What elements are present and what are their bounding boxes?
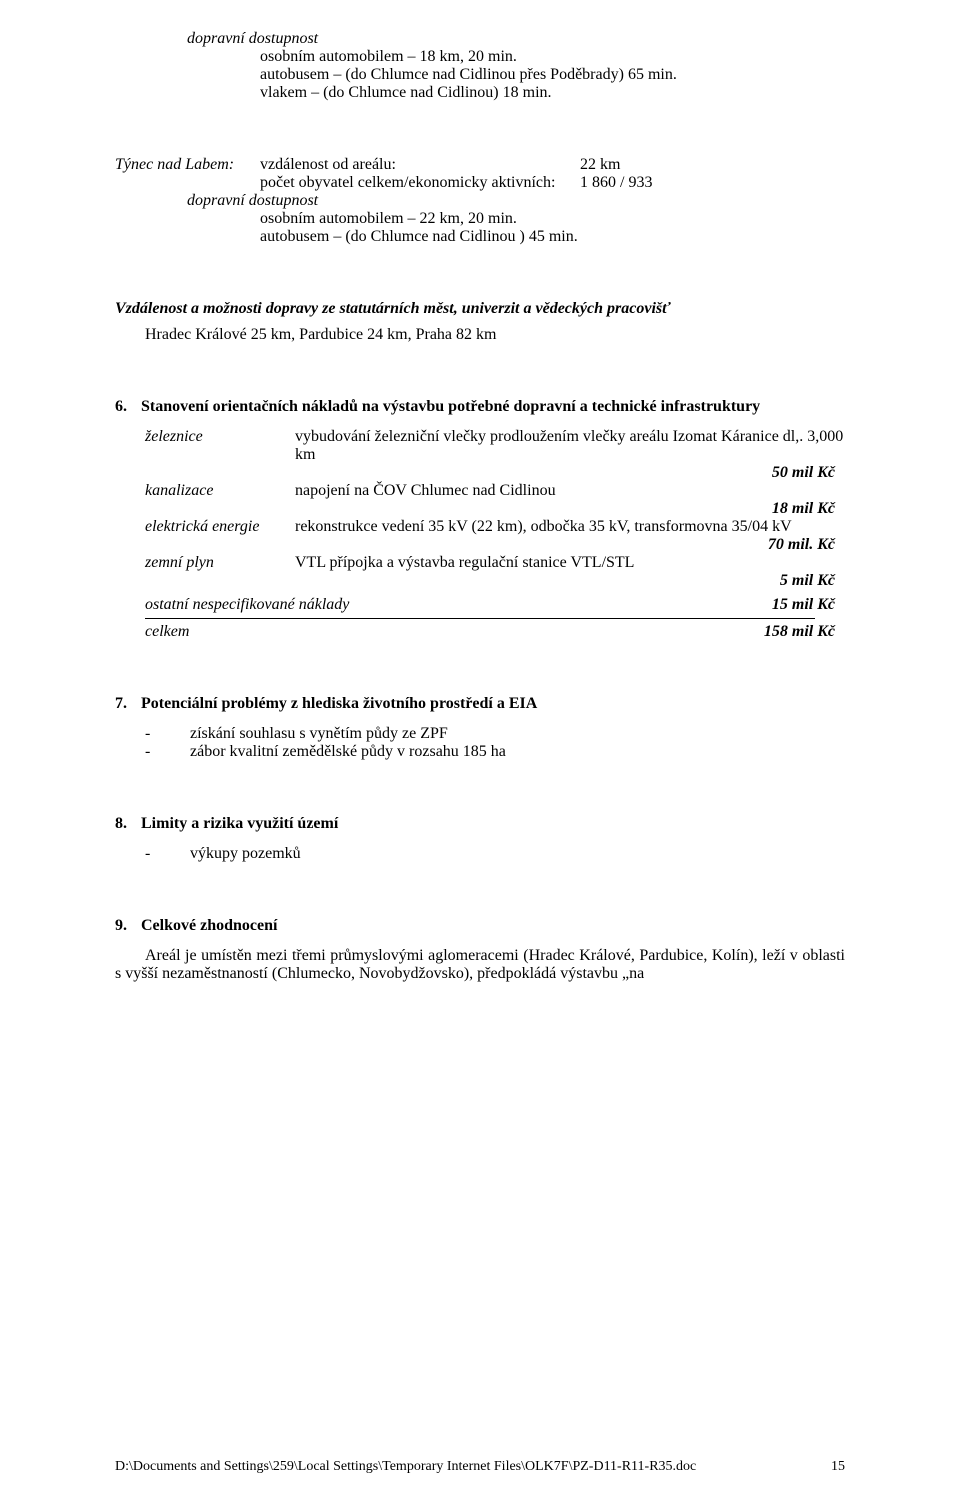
section-6: 6. Stanovení orientačních nákladů na výs… bbox=[115, 398, 845, 641]
top-line-2: autobusem – (do Chlumce nad Cidlinou pře… bbox=[115, 66, 845, 84]
cost-label-1: kanalizace bbox=[145, 482, 295, 518]
section-9: 9. Celkové zhodnocení Areál je umístěn m… bbox=[115, 917, 845, 983]
distances-block: Vzdálenost a možnosti dopravy ze statutá… bbox=[115, 300, 845, 344]
sec7-num: 7. bbox=[115, 695, 141, 713]
cost-item-elektrina: elektrická energie rekonstrukce vedení 3… bbox=[145, 518, 845, 554]
transport-label: dopravní dostupnost bbox=[115, 30, 845, 48]
cost-amount-2: 70 mil. Kč bbox=[295, 536, 845, 554]
sec7-b1-text: získání souhlasu s vynětím půdy ze ZPF bbox=[190, 725, 845, 743]
cost-amount-0: 50 mil Kč bbox=[295, 464, 845, 482]
cost-desc-1: napojení na ČOV Chlumec nad Cidlinou bbox=[295, 482, 845, 500]
cost-desc-0: vybudování železniční vlečky prodloužení… bbox=[295, 428, 845, 464]
top-line-1: osobním automobilem – 18 km, 20 min. bbox=[115, 48, 845, 66]
cost-amount-3: 5 mil Kč bbox=[295, 572, 845, 590]
sec8-title: Limity a rizika využití území bbox=[141, 815, 338, 833]
tynec-row1-value: 22 km bbox=[580, 156, 620, 174]
cost-amount-1: 18 mil Kč bbox=[295, 500, 845, 518]
footer-path: D:\Documents and Settings\259\Local Sett… bbox=[115, 1459, 696, 1475]
dash-icon: - bbox=[115, 725, 190, 743]
tynec-line-1: osobním automobilem – 22 km, 20 min. bbox=[115, 210, 845, 228]
cost-desc-3: VTL přípojka a výstavba regulační stanic… bbox=[295, 554, 845, 572]
distances-text: Hradec Králové 25 km, Pardubice 24 km, P… bbox=[115, 326, 845, 344]
sec8-num: 8. bbox=[115, 815, 141, 833]
sec7-b2-text: zábor kvalitní zemědělské půdy v rozsahu… bbox=[190, 743, 845, 761]
distances-heading: Vzdálenost a možnosti dopravy ze statutá… bbox=[115, 300, 845, 318]
tynec-row2-value: 1 860 / 933 bbox=[580, 174, 652, 192]
cost-item-plyn: zemní plyn VTL přípojka a výstavba regul… bbox=[145, 554, 845, 590]
tynec-row1-label: vzdálenost od areálu: bbox=[260, 156, 580, 174]
cost-label-3: zemní plyn bbox=[145, 554, 295, 590]
sec8-b1-text: výkupy pozemků bbox=[190, 845, 845, 863]
cost-total-label: celkem bbox=[145, 623, 764, 641]
tynec-sublabel: dopravní dostupnost bbox=[115, 192, 845, 210]
tynec-line-2: autobusem – (do Chlumce nad Cidlinou ) 4… bbox=[115, 228, 845, 246]
sec7-bullet-1: - získání souhlasu s vynětím půdy ze ZPF bbox=[115, 725, 845, 743]
cost-label-0: železnice bbox=[145, 428, 295, 482]
dash-icon: - bbox=[115, 743, 190, 761]
cost-item-zeleznice: železnice vybudování železniční vlečky p… bbox=[145, 428, 845, 482]
section-8: 8. Limity a rizika využití území - výkup… bbox=[115, 815, 845, 863]
sec7-title: Potenciální problémy z hlediska životníh… bbox=[141, 695, 537, 713]
cost-other-amount: 15 mil Kč bbox=[772, 596, 845, 614]
tynec-row2-label: počet obyvatel celkem/ekonomicky aktivní… bbox=[260, 174, 580, 192]
divider-line bbox=[145, 618, 815, 619]
cost-label-2: elektrická energie bbox=[145, 518, 295, 554]
sec6-num: 6. bbox=[115, 398, 141, 416]
top-transport-block: dopravní dostupnost osobním automobilem … bbox=[115, 30, 845, 102]
sec6-title: Stanovení orientačních nákladů na výstav… bbox=[141, 398, 760, 416]
cost-other-label: ostatní nespecifikované náklady bbox=[145, 596, 772, 614]
sec9-num: 9. bbox=[115, 917, 141, 935]
cost-item-kanalizace: kanalizace napojení na ČOV Chlumec nad C… bbox=[145, 482, 845, 518]
footer-page: 15 bbox=[831, 1459, 845, 1475]
section-7: 7. Potenciální problémy z hlediska život… bbox=[115, 695, 845, 761]
page-footer: D:\Documents and Settings\259\Local Sett… bbox=[115, 1459, 845, 1475]
tynec-block: Týnec nad Labem: vzdálenost od areálu: 2… bbox=[115, 156, 845, 246]
cost-total-amount: 158 mil Kč bbox=[764, 623, 845, 641]
dash-icon: - bbox=[115, 845, 190, 863]
cost-other-row: ostatní nespecifikované náklady 15 mil K… bbox=[145, 596, 845, 614]
tynec-label: Týnec nad Labem: bbox=[115, 156, 260, 192]
cost-desc-2: rekonstrukce vedení 35 kV (22 km), odboč… bbox=[295, 518, 845, 536]
cost-total-row: celkem 158 mil Kč bbox=[145, 623, 845, 641]
sec8-bullet-1: - výkupy pozemků bbox=[115, 845, 845, 863]
top-line-3: vlakem – (do Chlumce nad Cidlinou) 18 mi… bbox=[115, 84, 845, 102]
sec9-title: Celkové zhodnocení bbox=[141, 917, 277, 935]
sec7-bullet-2: - zábor kvalitní zemědělské půdy v rozsa… bbox=[115, 743, 845, 761]
sec9-body: Areál je umístěn mezi třemi průmyslovými… bbox=[115, 947, 845, 983]
